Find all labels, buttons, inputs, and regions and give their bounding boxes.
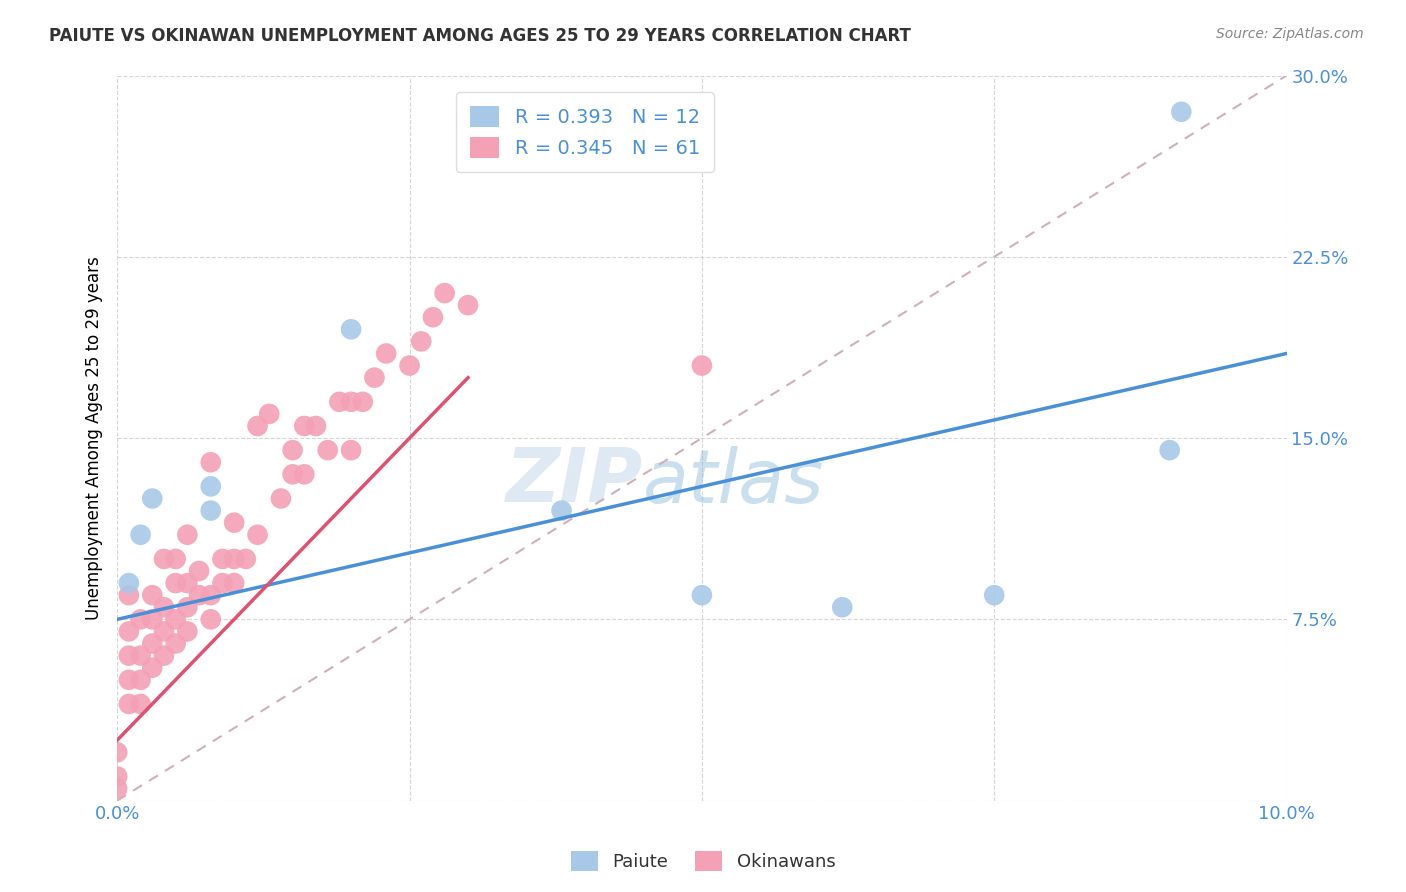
Point <box>118 673 141 687</box>
Point <box>1170 104 1192 119</box>
Point <box>141 588 163 602</box>
Point <box>281 467 304 482</box>
Point <box>176 576 198 591</box>
Point <box>246 419 269 434</box>
Point <box>328 394 350 409</box>
Point <box>211 576 233 591</box>
Text: ZIP: ZIP <box>506 445 644 518</box>
Point <box>831 600 853 615</box>
Point <box>118 624 141 639</box>
Point <box>211 552 233 566</box>
Point <box>153 624 176 639</box>
Point <box>363 370 385 384</box>
Point <box>200 588 222 602</box>
Point <box>690 359 713 373</box>
Point <box>292 467 315 482</box>
Point <box>246 527 269 541</box>
Point <box>983 588 1005 602</box>
Point <box>118 648 141 663</box>
Legend: R = 0.393   N = 12, R = 0.345   N = 61: R = 0.393 N = 12, R = 0.345 N = 61 <box>457 93 713 172</box>
Point <box>176 600 198 615</box>
Point <box>118 588 141 602</box>
Point <box>411 334 433 349</box>
Legend: Paiute, Okinawans: Paiute, Okinawans <box>564 844 842 879</box>
Point <box>200 503 222 517</box>
Point <box>1159 443 1181 458</box>
Point <box>105 781 128 796</box>
Point <box>305 419 328 434</box>
Point <box>235 552 257 566</box>
Point <box>153 648 176 663</box>
Point <box>550 503 572 517</box>
Point <box>433 286 456 301</box>
Point <box>129 612 152 626</box>
Point <box>165 552 187 566</box>
Point <box>200 612 222 626</box>
Point <box>690 588 713 602</box>
Point <box>165 576 187 591</box>
Point <box>224 516 246 530</box>
Point <box>457 298 479 312</box>
Text: PAIUTE VS OKINAWAN UNEMPLOYMENT AMONG AGES 25 TO 29 YEARS CORRELATION CHART: PAIUTE VS OKINAWAN UNEMPLOYMENT AMONG AG… <box>49 27 911 45</box>
Point <box>129 648 152 663</box>
Point <box>165 612 187 626</box>
Y-axis label: Unemployment Among Ages 25 to 29 years: Unemployment Among Ages 25 to 29 years <box>86 256 103 620</box>
Point <box>118 697 141 711</box>
Text: Source: ZipAtlas.com: Source: ZipAtlas.com <box>1216 27 1364 41</box>
Point <box>352 394 374 409</box>
Point <box>188 564 211 578</box>
Point <box>153 552 176 566</box>
Point <box>200 479 222 493</box>
Point <box>105 745 128 759</box>
Point <box>118 576 141 591</box>
Point <box>340 394 363 409</box>
Point <box>375 346 398 360</box>
Point <box>129 527 152 541</box>
Point <box>153 600 176 615</box>
Point <box>141 636 163 650</box>
Point <box>340 443 363 458</box>
Point <box>176 527 198 541</box>
Point <box>105 769 128 783</box>
Point <box>257 407 280 421</box>
Point <box>176 624 198 639</box>
Point <box>141 612 163 626</box>
Text: atlas: atlas <box>644 446 825 517</box>
Point <box>224 552 246 566</box>
Point <box>129 697 152 711</box>
Point <box>224 576 246 591</box>
Point <box>270 491 292 506</box>
Point <box>200 455 222 469</box>
Point <box>316 443 339 458</box>
Point <box>141 661 163 675</box>
Point <box>165 636 187 650</box>
Point <box>281 443 304 458</box>
Point <box>129 673 152 687</box>
Point <box>340 322 363 336</box>
Point <box>398 359 420 373</box>
Point <box>292 419 315 434</box>
Point <box>141 491 163 506</box>
Point <box>422 310 444 325</box>
Point <box>188 588 211 602</box>
